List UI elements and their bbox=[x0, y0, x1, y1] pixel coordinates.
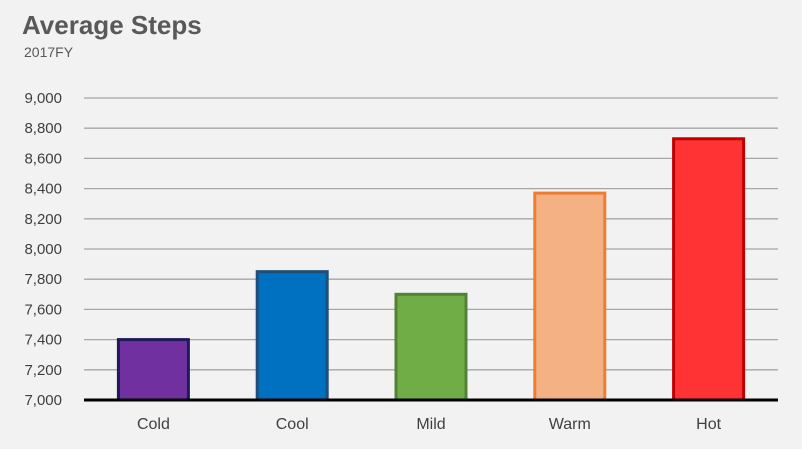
y-tick-label: 8,200 bbox=[24, 211, 62, 228]
x-category-label: Cold bbox=[137, 416, 170, 433]
chart-subtitle: 2017FY bbox=[24, 44, 74, 60]
y-tick-label: 8,800 bbox=[24, 120, 62, 137]
y-tick-label: 7,800 bbox=[24, 271, 62, 288]
y-tick-label: 8,600 bbox=[24, 150, 62, 167]
x-category-label: Mild bbox=[416, 416, 445, 433]
y-tick-label: 8,000 bbox=[24, 241, 62, 258]
x-category-label: Warm bbox=[549, 416, 591, 433]
y-tick-label: 7,200 bbox=[24, 362, 62, 379]
x-category-label: Hot bbox=[696, 416, 721, 433]
y-tick-label: 8,400 bbox=[24, 181, 62, 198]
y-tick-label: 7,400 bbox=[24, 332, 62, 349]
bar-cold bbox=[116, 338, 190, 402]
y-tick-label: 9,000 bbox=[24, 90, 62, 107]
bar-hot bbox=[672, 137, 746, 402]
bar-cool bbox=[255, 270, 329, 402]
chart-title: Average Steps bbox=[22, 10, 202, 40]
bar-mild bbox=[394, 292, 468, 402]
bar-warm bbox=[533, 191, 607, 402]
y-tick-label: 7,000 bbox=[24, 392, 62, 409]
x-category-label: Cool bbox=[276, 416, 309, 433]
y-tick-label: 7,600 bbox=[24, 301, 62, 318]
